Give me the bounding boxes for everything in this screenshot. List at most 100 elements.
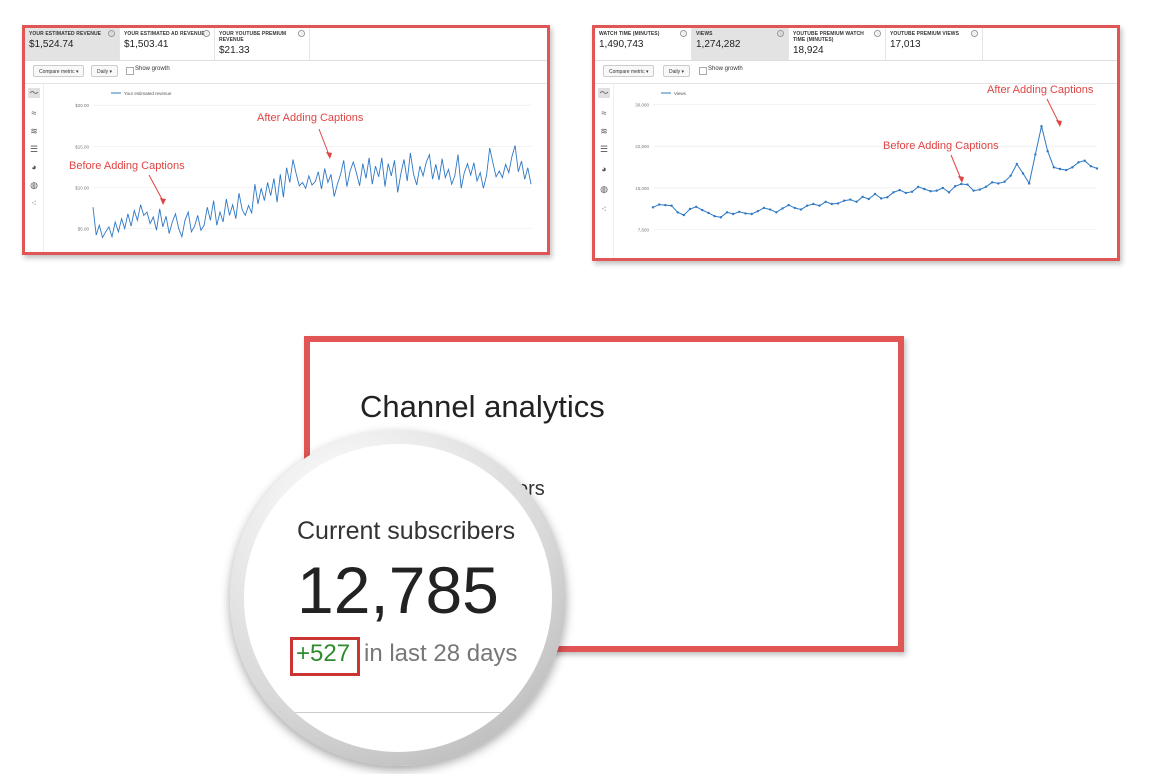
show-growth-checkbox[interactable] bbox=[699, 67, 707, 75]
data-point bbox=[947, 191, 951, 194]
compare-metric-button[interactable]: Compare metric ▾ bbox=[33, 65, 85, 77]
metric-value: 18,924 bbox=[793, 45, 824, 56]
data-point bbox=[904, 191, 908, 195]
metric-premium-revenue[interactable]: YOUR YOUTUBE PREMIUM REVENUE $21.33 ? bbox=[215, 28, 310, 60]
data-point bbox=[787, 203, 790, 207]
bar-chart-icon[interactable]: ☰ bbox=[599, 144, 609, 154]
info-icon[interactable]: ? bbox=[971, 30, 978, 37]
data-point bbox=[873, 192, 877, 196]
metric-ad-revenue[interactable]: YOUR ESTIMATED AD REVENUE $1,503.41 ? bbox=[120, 28, 215, 60]
info-icon[interactable]: ? bbox=[680, 30, 687, 37]
info-icon[interactable]: ? bbox=[203, 30, 210, 37]
data-point bbox=[812, 202, 815, 206]
revenue-metrics-bar: YOUR ESTIMATED REVENUE $1,524.74 ? YOUR … bbox=[25, 28, 547, 61]
metric-value: $1,524.74 bbox=[29, 39, 74, 50]
y-tick-label: 7,500 bbox=[638, 228, 650, 233]
data-point bbox=[657, 203, 661, 206]
data-point bbox=[676, 211, 679, 214]
revenue-analytics-panel: YOUR ESTIMATED REVENUE $1,524.74 ? YOUR … bbox=[22, 25, 550, 255]
data-point bbox=[1009, 174, 1012, 177]
subscriber-count: 12,785 bbox=[297, 553, 499, 627]
info-icon[interactable]: ? bbox=[874, 30, 881, 37]
period-dropdown[interactable]: Daily ▾ bbox=[663, 65, 691, 77]
arrow-head bbox=[160, 198, 166, 205]
metric-premium-watch-time[interactable]: YOUTUBE PREMIUM WATCH TIME (MINUTES) 18,… bbox=[789, 28, 886, 60]
metric-estimated-revenue[interactable]: YOUR ESTIMATED REVENUE $1,524.74 ? bbox=[25, 28, 120, 60]
multi-line-chart-icon[interactable]: ≈ bbox=[601, 108, 607, 118]
data-point bbox=[849, 198, 852, 201]
data-point bbox=[805, 204, 809, 207]
chart-controls: Compare metric ▾ Daily ▾ Show growth bbox=[595, 61, 1117, 84]
data-point bbox=[701, 208, 704, 212]
data-point bbox=[719, 216, 723, 219]
data-point bbox=[713, 215, 716, 218]
data-point bbox=[725, 211, 729, 214]
data-point bbox=[929, 190, 932, 193]
metric-value: $21.33 bbox=[219, 45, 250, 56]
subscriber-delta: +527 bbox=[296, 640, 351, 667]
area-chart-icon[interactable]: ≋ bbox=[30, 126, 38, 136]
data-point bbox=[842, 199, 846, 202]
pie-chart-icon[interactable]: ◕ bbox=[601, 164, 607, 174]
metric-watch-time[interactable]: WATCH TIME (MINUTES) 1,490,743 ? bbox=[595, 28, 692, 60]
data-point bbox=[935, 189, 938, 192]
line-chart-icon[interactable]: 〜 bbox=[598, 88, 610, 98]
views-analytics-panel: WATCH TIME (MINUTES) 1,490,743 ? VIEWS 1… bbox=[592, 25, 1120, 261]
multi-line-chart-icon[interactable]: ≈ bbox=[31, 108, 37, 118]
data-point bbox=[892, 191, 895, 194]
data-point bbox=[984, 185, 988, 188]
data-point bbox=[830, 202, 834, 206]
y-tick-label: $20.00 bbox=[75, 103, 89, 108]
current-subscribers-label: Current subscribers bbox=[297, 517, 516, 545]
arrow-head bbox=[958, 176, 964, 183]
scatter-chart-icon[interactable]: ⁖ bbox=[31, 198, 37, 208]
subscriber-delta-highlight bbox=[290, 637, 360, 676]
data-point bbox=[682, 213, 686, 217]
legend-label: Your estimated revenue bbox=[124, 91, 172, 96]
data-point bbox=[670, 204, 673, 207]
annotation-arrow bbox=[1046, 98, 1060, 124]
data-point bbox=[916, 185, 920, 188]
data-point bbox=[855, 200, 858, 203]
data-point bbox=[1046, 150, 1049, 153]
data-point bbox=[750, 212, 753, 216]
y-tick-label: $5.00 bbox=[78, 227, 90, 232]
data-point bbox=[1003, 180, 1006, 183]
y-tick-label: $15.00 bbox=[75, 144, 89, 149]
map-icon[interactable]: ◍ bbox=[30, 180, 38, 190]
info-icon[interactable]: ? bbox=[777, 30, 784, 37]
metric-label: YOUR ESTIMATED REVENUE bbox=[29, 31, 102, 37]
pie-chart-icon[interactable]: ◕ bbox=[31, 162, 37, 172]
scatter-chart-icon[interactable]: ⁖ bbox=[601, 204, 607, 214]
data-point bbox=[898, 188, 901, 192]
map-icon[interactable]: ◍ bbox=[600, 184, 608, 194]
period-dropdown[interactable]: Daily ▾ bbox=[91, 65, 119, 77]
data-point bbox=[756, 210, 760, 213]
channel-analytics-title: Channel analytics bbox=[360, 389, 605, 424]
magnifier-content: Current subscribers 12,785 +527 in last … bbox=[244, 444, 552, 752]
annotation-before: Before Adding Captions bbox=[883, 140, 999, 152]
data-point bbox=[762, 206, 766, 210]
bar-chart-icon[interactable]: ☰ bbox=[29, 144, 39, 154]
data-point bbox=[960, 182, 963, 186]
data-point bbox=[731, 212, 735, 216]
series-line bbox=[92, 145, 532, 239]
area-chart-icon[interactable]: ≋ bbox=[600, 126, 608, 136]
data-point bbox=[1064, 168, 1068, 172]
data-point bbox=[910, 190, 914, 193]
annotation-after: After Adding Captions bbox=[987, 85, 1094, 96]
data-point bbox=[1052, 166, 1056, 169]
metric-premium-views[interactable]: YOUTUBE PREMIUM VIEWS 17,013 ? bbox=[886, 28, 983, 60]
data-point bbox=[1095, 167, 1099, 170]
info-icon[interactable]: ? bbox=[108, 30, 115, 37]
info-icon[interactable]: ? bbox=[298, 30, 305, 37]
show-growth-label: Show growth bbox=[708, 66, 743, 72]
compare-metric-button[interactable]: Compare metric ▾ bbox=[603, 65, 655, 77]
data-point bbox=[1083, 159, 1086, 162]
line-chart-icon[interactable]: 〜 bbox=[28, 88, 40, 98]
data-point bbox=[886, 196, 889, 199]
metric-views[interactable]: VIEWS 1,274,282 ? bbox=[692, 28, 789, 60]
data-point bbox=[744, 212, 747, 215]
show-growth-checkbox[interactable] bbox=[126, 67, 134, 75]
magnifier-lens: Current subscribers 12,785 +527 in last … bbox=[230, 430, 566, 766]
